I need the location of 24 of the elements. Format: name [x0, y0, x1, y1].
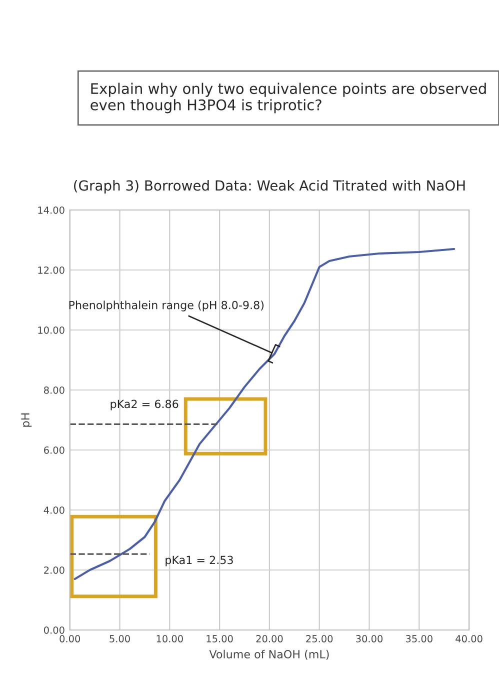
x-tick-label: 25.00 — [306, 635, 333, 642]
x-tick-label: 35.00 — [406, 635, 432, 642]
y-tick-label: 0.00 — [44, 626, 64, 634]
y-tick-label: 8.00 — [44, 386, 64, 394]
annotation: Phenolphthalein range (pH 8.0-9.8) — [69, 300, 264, 312]
x-tick-label: 0.00 — [60, 635, 80, 642]
y-tick-label: 4.00 — [44, 506, 64, 514]
x-tick-label: 15.00 — [206, 635, 233, 642]
y-tick-label: 2.00 — [44, 566, 64, 574]
x-axis-title: Volume of NaOH (mL) — [209, 650, 329, 660]
chart-title: (Graph 3) Borrowed Data: Weak Acid Titrated with NaOH — [74, 180, 465, 194]
x-tick-label: 5.00 — [110, 635, 130, 642]
x-tick-label: 20.00 — [256, 635, 283, 642]
x-tick-label: 10.00 — [156, 635, 183, 642]
ref-line-label: pKa2 = 6.86 — [110, 400, 178, 410]
y-tick-label: 12.00 — [38, 266, 64, 274]
ref-line-label: pKa1 = 2.53 — [166, 556, 233, 566]
y-tick-label: 10.00 — [38, 326, 64, 334]
x-tick-label: 30.00 — [356, 635, 383, 642]
y-axis-title: pH — [21, 413, 32, 427]
y-tick-label: 6.00 — [44, 446, 64, 454]
text: Explain why only two equivalence points are observed even though H3PO4 is triprotic? — [90, 82, 486, 114]
y-tick-label: 14.00 — [38, 206, 64, 214]
x-tick-label: 40.00 — [456, 635, 482, 642]
